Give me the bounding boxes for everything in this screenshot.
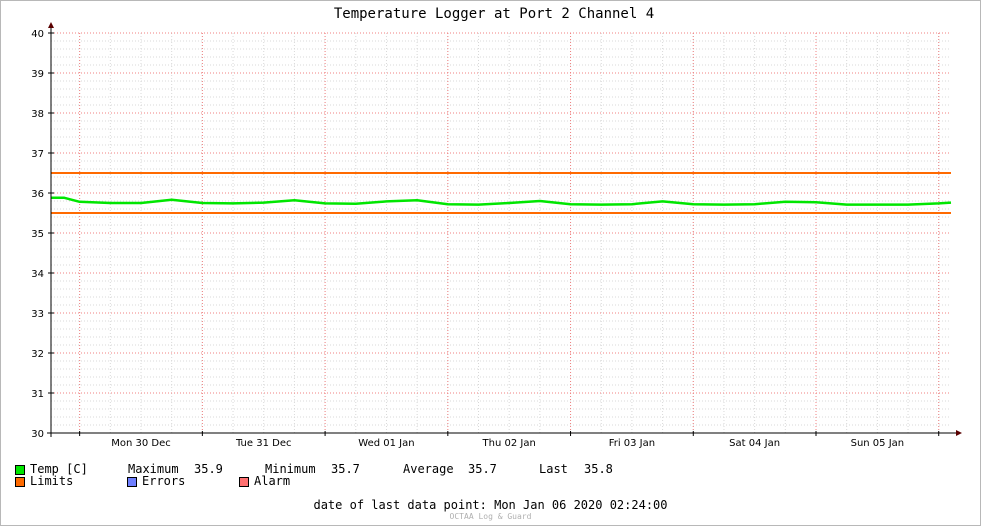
x-tick-label: Tue 31 Dec <box>235 438 292 449</box>
y-tick-label: 33 <box>31 309 44 320</box>
x-tick-labels: Mon 30 Dec Tue 31 Dec Wed 01 Jan Thu 02 Jan… <box>111 438 904 449</box>
temp-series <box>51 196 952 206</box>
grid <box>51 32 951 434</box>
x-tick-label: Thu 02 Jan <box>482 438 536 449</box>
y-tick-label: 38 <box>31 109 44 120</box>
axes <box>47 22 962 437</box>
temp-line <box>51 196 952 206</box>
y-tick-label: 37 <box>31 149 44 160</box>
y-tick-label: 31 <box>31 389 44 400</box>
y-tick-labels: 30 31 32 33 34 35 36 37 38 39 40 <box>31 29 44 440</box>
y-tick-label: 40 <box>31 29 44 40</box>
limits-series <box>51 172 951 214</box>
chart-title: Temperature Logger at Port 2 Channel 4 <box>334 6 654 22</box>
x-tick-label: Fri 03 Jan <box>609 438 655 449</box>
x-tick-label: Sun 05 Jan <box>851 438 905 449</box>
y-tick-label: 35 <box>31 229 44 240</box>
x-tick-label: Sat 04 Jan <box>729 438 780 449</box>
x-tick-label: Mon 30 Dec <box>111 438 171 449</box>
y-tick-label: 36 <box>31 189 44 200</box>
x-axis-arrow <box>956 430 962 436</box>
y-tick-label: 30 <box>31 429 44 440</box>
y-tick-label: 39 <box>31 69 44 80</box>
x-tick-label: Wed 01 Jan <box>358 438 414 449</box>
y-axis-arrow <box>48 22 54 28</box>
y-tick-label: 32 <box>31 349 44 360</box>
y-tick-label: 34 <box>31 269 44 280</box>
